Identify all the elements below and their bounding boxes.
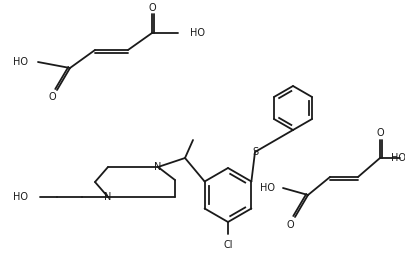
Text: N: N bbox=[104, 192, 111, 202]
Text: Cl: Cl bbox=[223, 240, 232, 250]
Text: S: S bbox=[252, 147, 258, 157]
Text: HO: HO bbox=[13, 57, 28, 67]
Text: O: O bbox=[375, 128, 383, 138]
Text: O: O bbox=[48, 92, 55, 102]
Text: O: O bbox=[148, 3, 156, 13]
Text: HO: HO bbox=[190, 28, 205, 38]
Text: HO: HO bbox=[259, 183, 274, 193]
Text: HO: HO bbox=[390, 153, 405, 163]
Text: N: N bbox=[154, 162, 161, 172]
Text: O: O bbox=[286, 220, 293, 230]
Text: HO: HO bbox=[13, 192, 28, 202]
